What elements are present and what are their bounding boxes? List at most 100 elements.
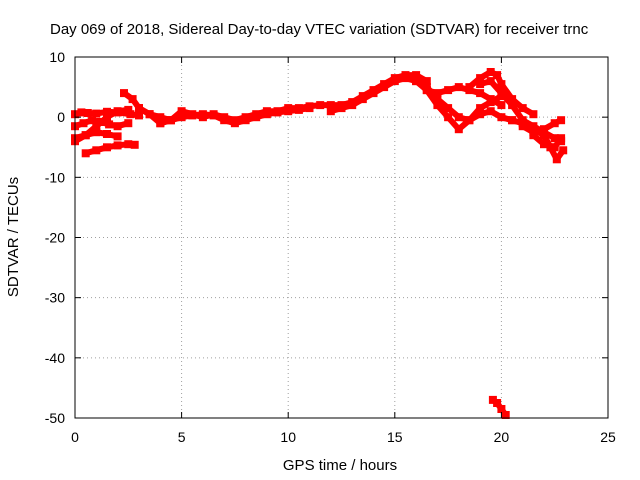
- data-point: [433, 89, 442, 98]
- x-axis-label: GPS time / hours: [283, 457, 397, 474]
- data-point: [390, 77, 399, 86]
- series-track-q: [488, 395, 510, 419]
- x-tick-label: 15: [387, 429, 403, 445]
- x-tick-label: 25: [600, 429, 616, 445]
- data-point: [252, 113, 261, 122]
- data-point: [518, 104, 527, 113]
- data-point: [135, 111, 143, 120]
- data-point: [156, 113, 165, 122]
- y-tick-label: -40: [45, 350, 65, 366]
- data-point: [497, 101, 506, 110]
- data-point: [209, 111, 218, 120]
- data-point: [476, 80, 485, 89]
- y-tick-label: -30: [45, 290, 65, 306]
- axis-ticks: 0 5 10 15 20 25 -50 -40 -30 -20 -10 0 10: [45, 49, 616, 445]
- data-point: [454, 113, 463, 122]
- data-point: [113, 132, 122, 141]
- data-point: [113, 122, 122, 131]
- x-tick-label: 0: [71, 429, 79, 445]
- data-point: [130, 140, 139, 149]
- series-track-h: [156, 104, 314, 128]
- series-track-p: [529, 131, 566, 152]
- data-point: [550, 134, 559, 143]
- data-point: [103, 130, 111, 138]
- series-line: [530, 132, 565, 151]
- data-point: [81, 149, 90, 158]
- data-point: [348, 101, 357, 110]
- data-point: [529, 110, 538, 119]
- data-point: [501, 411, 510, 419]
- data-point: [177, 107, 186, 116]
- data-point: [476, 104, 485, 113]
- data-point: [79, 119, 88, 128]
- data-points: [71, 68, 568, 419]
- data-point: [476, 110, 485, 119]
- x-tick-label: 10: [280, 429, 296, 445]
- data-point: [113, 141, 122, 150]
- data-point: [198, 110, 207, 119]
- data-point: [166, 116, 175, 125]
- data-point: [412, 71, 421, 80]
- data-point: [493, 71, 502, 80]
- series-track-l: [465, 68, 538, 119]
- data-point: [550, 143, 559, 152]
- data-point: [92, 109, 101, 118]
- data-point: [493, 399, 502, 407]
- data-point: [476, 89, 485, 98]
- data-point: [529, 131, 538, 140]
- data-point: [518, 122, 527, 131]
- series-track-d: [81, 140, 139, 158]
- data-point: [444, 113, 453, 122]
- x-tick-label: 5: [178, 429, 186, 445]
- data-point: [326, 107, 335, 116]
- data-point: [316, 101, 325, 110]
- data-point: [486, 98, 495, 107]
- data-point: [486, 77, 495, 86]
- data-point: [92, 128, 101, 137]
- data-point: [113, 107, 122, 116]
- data-point: [128, 95, 137, 104]
- data-point: [81, 131, 90, 140]
- data-point: [433, 101, 442, 110]
- data-point: [135, 104, 143, 113]
- y-tick-label: 0: [57, 109, 65, 125]
- data-point: [557, 116, 566, 125]
- data-point: [92, 146, 101, 155]
- data-point: [358, 95, 367, 104]
- data-point: [465, 83, 474, 92]
- data-point: [557, 134, 566, 143]
- data-point: [124, 140, 133, 149]
- data-point: [124, 105, 133, 114]
- y-tick-label: -50: [45, 410, 65, 426]
- data-point: [103, 143, 111, 152]
- data-point: [380, 83, 389, 92]
- data-point: [124, 119, 133, 128]
- data-point: [88, 116, 97, 125]
- data-point: [369, 89, 378, 98]
- data-point: [508, 95, 517, 104]
- data-point: [262, 110, 271, 119]
- data-point: [284, 107, 293, 116]
- data-point: [476, 74, 485, 83]
- data-point: [145, 110, 154, 119]
- data-point: [120, 89, 128, 98]
- data-point: [294, 105, 303, 114]
- data-point: [305, 104, 314, 113]
- data-point: [540, 131, 548, 140]
- data-point: [401, 74, 410, 83]
- data-point: [444, 104, 453, 113]
- data-point: [465, 116, 474, 125]
- data-point: [177, 113, 186, 122]
- data-point: [550, 119, 559, 128]
- data-point: [486, 107, 495, 116]
- data-point: [540, 125, 548, 134]
- data-point: [454, 83, 463, 92]
- data-point: [337, 104, 346, 113]
- data-point: [273, 108, 282, 117]
- data-point: [552, 155, 561, 164]
- y-tick-label: 10: [49, 49, 65, 65]
- data-point: [241, 116, 250, 125]
- data-point: [497, 113, 506, 122]
- y-tick-label: -20: [45, 230, 65, 246]
